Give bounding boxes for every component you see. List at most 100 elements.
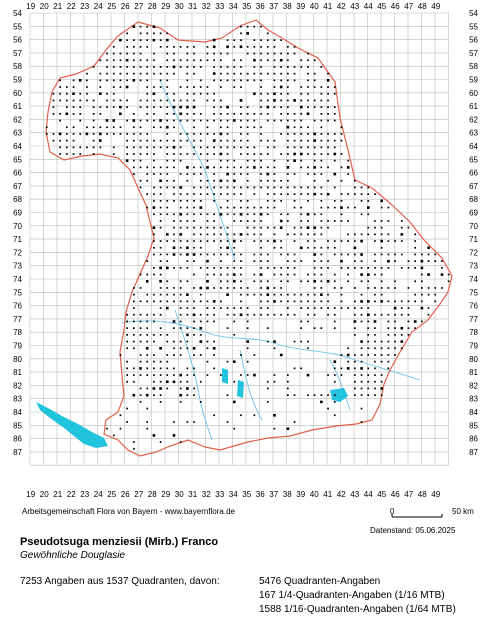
occurrence-dot bbox=[240, 300, 242, 303]
occurrence-dot bbox=[313, 226, 316, 229]
occurrence-dot bbox=[246, 52, 249, 55]
occurrence-dot bbox=[220, 300, 222, 303]
occurrence-dot bbox=[72, 92, 75, 95]
occurrence-dot bbox=[421, 280, 423, 283]
occurrence-dot bbox=[193, 86, 195, 88]
occurrence-dot bbox=[166, 99, 169, 102]
occurrence-dot bbox=[159, 66, 162, 68]
occurrence-dot bbox=[213, 146, 215, 149]
occurrence-dot bbox=[166, 125, 169, 129]
occurrence-dot bbox=[246, 200, 249, 202]
occurrence-dot bbox=[159, 401, 162, 403]
y-label-left: 73 bbox=[13, 262, 22, 271]
occurrence-dot bbox=[112, 66, 115, 68]
occurrence-dot bbox=[246, 327, 249, 329]
occurrence-dot bbox=[193, 307, 195, 309]
occurrence-dot bbox=[287, 119, 289, 122]
occurrence-dot bbox=[293, 394, 296, 396]
occurrence-dot bbox=[226, 159, 229, 162]
occurrence-dot bbox=[153, 367, 155, 370]
occurrence-dot bbox=[307, 92, 309, 95]
occurrence-dot bbox=[119, 86, 122, 88]
occurrence-dot bbox=[246, 320, 249, 323]
occurrence-dot bbox=[226, 327, 229, 329]
occurrence-dot bbox=[286, 125, 290, 129]
y-label-right: 56 bbox=[469, 36, 478, 45]
occurrence-dot bbox=[159, 374, 162, 376]
occurrence-dot bbox=[273, 313, 276, 316]
occurrence-dot bbox=[387, 327, 390, 329]
occurrence-dot bbox=[380, 394, 383, 396]
occurrence-dot bbox=[220, 280, 222, 283]
occurrence-dot bbox=[139, 133, 142, 135]
occurrence-dot bbox=[233, 146, 236, 149]
occurrence-dot bbox=[246, 79, 249, 82]
occurrence-dot bbox=[153, 119, 155, 122]
occurrence-dot bbox=[92, 66, 95, 68]
occurrence-dot bbox=[340, 259, 343, 263]
occurrence-dot bbox=[146, 133, 149, 135]
occurrence-dot bbox=[280, 273, 282, 276]
x-label-top: 44 bbox=[364, 2, 373, 11]
occurrence-dot bbox=[387, 233, 390, 236]
occurrence-dot bbox=[300, 320, 303, 323]
occurrence-dot bbox=[166, 32, 169, 35]
occurrence-dot bbox=[407, 313, 410, 316]
occurrence-dot bbox=[206, 307, 209, 309]
occurrence-dot bbox=[146, 407, 149, 410]
x-label-bottom: 41 bbox=[323, 490, 332, 499]
occurrence-dot bbox=[273, 340, 276, 343]
occurrence-dot bbox=[273, 66, 276, 68]
y-label-left: 70 bbox=[13, 222, 22, 231]
occurrence-dot bbox=[273, 380, 276, 383]
occurrence-dot bbox=[72, 139, 75, 142]
occurrence-dot bbox=[300, 159, 303, 162]
occurrence-dot bbox=[326, 192, 330, 196]
occurrence-dot bbox=[146, 79, 149, 82]
occurrence-dot bbox=[367, 374, 370, 376]
occurrence-dot bbox=[173, 421, 175, 423]
occurrence-dot bbox=[380, 267, 383, 269]
occurrence-dot bbox=[220, 374, 222, 376]
x-label-bottom: 49 bbox=[431, 490, 440, 499]
occurrence-dot bbox=[166, 153, 169, 155]
occurrence-dot bbox=[153, 354, 155, 356]
occurrence-dot bbox=[360, 313, 363, 316]
occurrence-dot bbox=[400, 267, 403, 269]
occurrence-dot bbox=[146, 273, 149, 276]
occurrence-dot bbox=[133, 313, 135, 316]
occurrence-dot bbox=[367, 280, 370, 283]
occurrence-dot bbox=[293, 340, 296, 343]
occurrence-dot bbox=[220, 72, 222, 75]
occurrence-dot bbox=[58, 132, 62, 136]
occurrence-dot bbox=[407, 307, 410, 309]
occurrence-dot bbox=[153, 126, 155, 129]
occurrence-dot bbox=[226, 113, 229, 115]
x-label-top: 24 bbox=[94, 2, 103, 11]
river-north bbox=[159, 79, 236, 261]
occurrence-dot bbox=[347, 267, 349, 269]
occurrence-dot bbox=[240, 146, 242, 149]
occurrence-dot bbox=[367, 387, 370, 390]
occurrence-dot bbox=[213, 267, 215, 269]
occurrence-dot bbox=[193, 99, 195, 102]
occurrence-dot bbox=[139, 32, 142, 35]
occurrence-dot bbox=[360, 320, 363, 323]
occurrence-dot bbox=[219, 179, 223, 183]
occurrence-dot bbox=[246, 220, 249, 222]
occurrence-dot bbox=[206, 92, 209, 95]
y-label-right: 80 bbox=[469, 355, 478, 364]
occurrence-dot bbox=[293, 267, 296, 269]
occurrence-dot bbox=[293, 260, 296, 262]
occurrence-dot bbox=[387, 253, 390, 256]
occurrence-dot bbox=[293, 119, 296, 122]
occurrence-dot bbox=[333, 206, 336, 209]
occurrence-dot bbox=[293, 240, 296, 242]
occurrence-dot bbox=[354, 394, 356, 396]
distribution-map: 1919202021212222232324242525262627272828… bbox=[13, 2, 478, 499]
occurrence-dot bbox=[126, 327, 128, 329]
occurrence-dot bbox=[233, 79, 236, 82]
occurrence-dot bbox=[153, 52, 155, 55]
occurrence-dot bbox=[133, 46, 135, 48]
occurrence-dot bbox=[260, 226, 262, 229]
